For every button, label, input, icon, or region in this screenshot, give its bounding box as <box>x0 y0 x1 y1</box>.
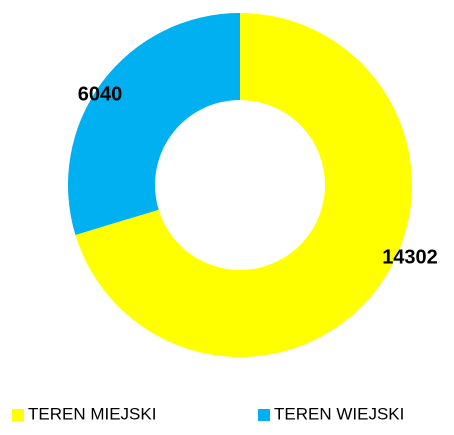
data-label: 6040 <box>78 83 123 105</box>
legend-label: TEREN MIEJSKI <box>28 404 156 423</box>
data-label: 14302 <box>382 246 438 268</box>
legend-label: TEREN WIEJSKI <box>274 404 404 423</box>
legend-swatch <box>12 409 24 421</box>
donut-slice <box>67 13 240 235</box>
legend-swatch <box>258 409 270 421</box>
donut-slice <box>75 13 413 358</box>
